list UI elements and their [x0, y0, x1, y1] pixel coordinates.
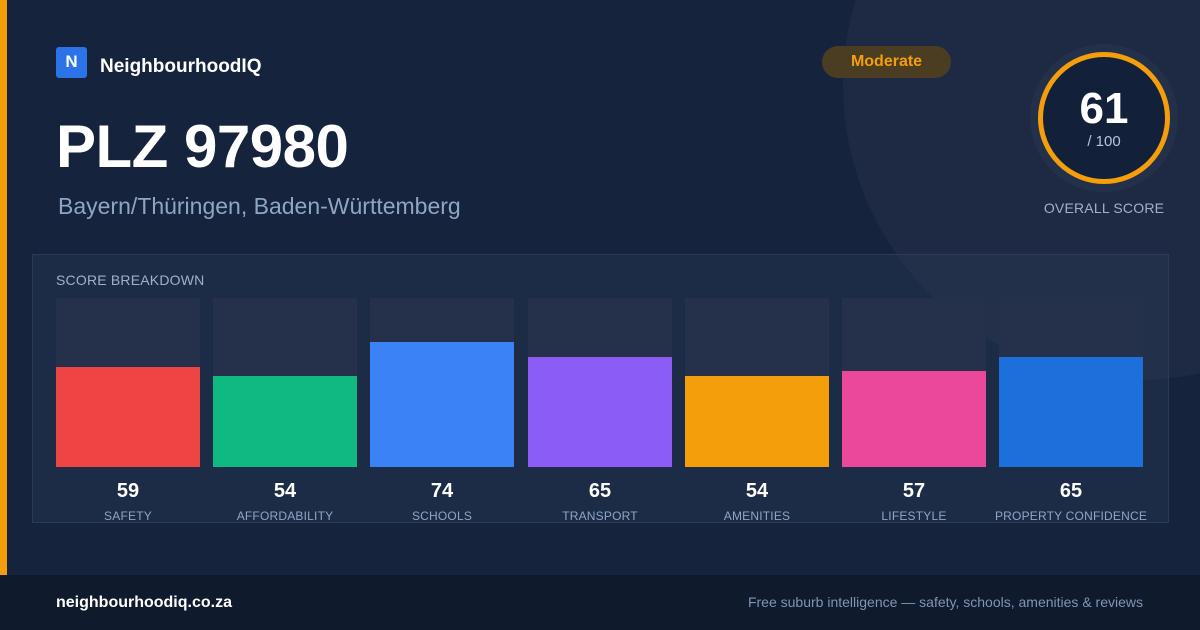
- metric-schools: 74 SCHOOLS: [370, 298, 514, 524]
- metric-bar-fill: [213, 376, 357, 467]
- metric-label: PROPERTY CONFIDENCE: [994, 509, 1148, 523]
- metric-value: 74: [430, 480, 454, 502]
- metric-bar-track: [56, 298, 200, 467]
- metric-bar-track: [842, 298, 986, 467]
- region-subtitle: Bayern/Thüringen, Baden-Württemberg: [58, 193, 461, 219]
- metric-label: AMENITIES: [723, 509, 791, 523]
- footer-tagline: Free suburb intelligence — safety, schoo…: [747, 594, 1143, 610]
- metric-bar-fill: [842, 371, 986, 467]
- metric-label: AFFORDABILITY: [236, 509, 334, 523]
- brand[interactable]: N NeighbourhoodIQ: [56, 46, 261, 78]
- metric-bar-fill: [370, 342, 514, 467]
- metric-bar-track: [213, 298, 357, 467]
- metric-transport: 65 TRANSPORT: [528, 298, 672, 524]
- footer-url-link[interactable]: neighbourhoodiq.co.za: [56, 594, 232, 611]
- metric-property-confidence: 65 PROPERTY CONFIDENCE: [995, 298, 1147, 524]
- metric-amenities: 54 AMENITIES: [685, 298, 829, 524]
- metric-lifestyle: 57 LIFESTYLE: [842, 298, 986, 524]
- score-breakdown-panel: SCORE BREAKDOWN 59 SAFETY 54 AFFORDABILITY 7…: [32, 254, 1169, 523]
- metric-value: 54: [745, 480, 769, 502]
- metric-value: 65: [588, 480, 612, 502]
- accent-bar: [0, 0, 7, 575]
- metric-label: LIFESTYLE: [881, 509, 947, 523]
- footer: neighbourhoodiq.co.za Free suburb intell…: [0, 575, 1200, 630]
- overall-score-gauge: 61 / 100: [1038, 52, 1170, 184]
- overall-score-ring: 61 / 100: [1030, 44, 1178, 192]
- overall-score-label: OVERALL SCORE: [1043, 200, 1165, 216]
- brand-name: NeighbourhoodIQ: [100, 56, 262, 77]
- metric-safety: 59 SAFETY: [56, 298, 200, 524]
- metric-bar-fill: [528, 357, 672, 467]
- metric-value: 57: [902, 480, 926, 502]
- metric-label: TRANSPORT: [562, 509, 638, 523]
- metric-bar-track: [528, 298, 672, 467]
- metric-bar-track: [999, 298, 1143, 467]
- metric-bar-track: [685, 298, 829, 467]
- metric-value: 59: [116, 480, 140, 502]
- rating-badge: Moderate: [822, 46, 951, 78]
- share-card: N NeighbourhoodIQ Moderate PLZ 97980 Bay…: [0, 0, 1178, 575]
- metric-bar-fill: [999, 357, 1143, 467]
- metric-label: SAFETY: [104, 509, 152, 523]
- page-title: PLZ 97980: [56, 113, 349, 180]
- metric-bar-fill: [56, 367, 200, 467]
- brand-logo-icon: N: [56, 46, 87, 78]
- metric-bar-track: [370, 298, 514, 467]
- metric-value: 54: [273, 480, 297, 502]
- overall-score-value: 61: [1079, 83, 1129, 133]
- overall-score-max: / 100: [1087, 132, 1121, 150]
- metric-label: SCHOOLS: [411, 509, 473, 523]
- metric-bar-fill: [685, 376, 829, 467]
- metric-affordability: 54 AFFORDABILITY: [213, 298, 357, 524]
- metric-value: 65: [1059, 480, 1083, 502]
- breakdown-title: SCORE BREAKDOWN: [56, 272, 205, 288]
